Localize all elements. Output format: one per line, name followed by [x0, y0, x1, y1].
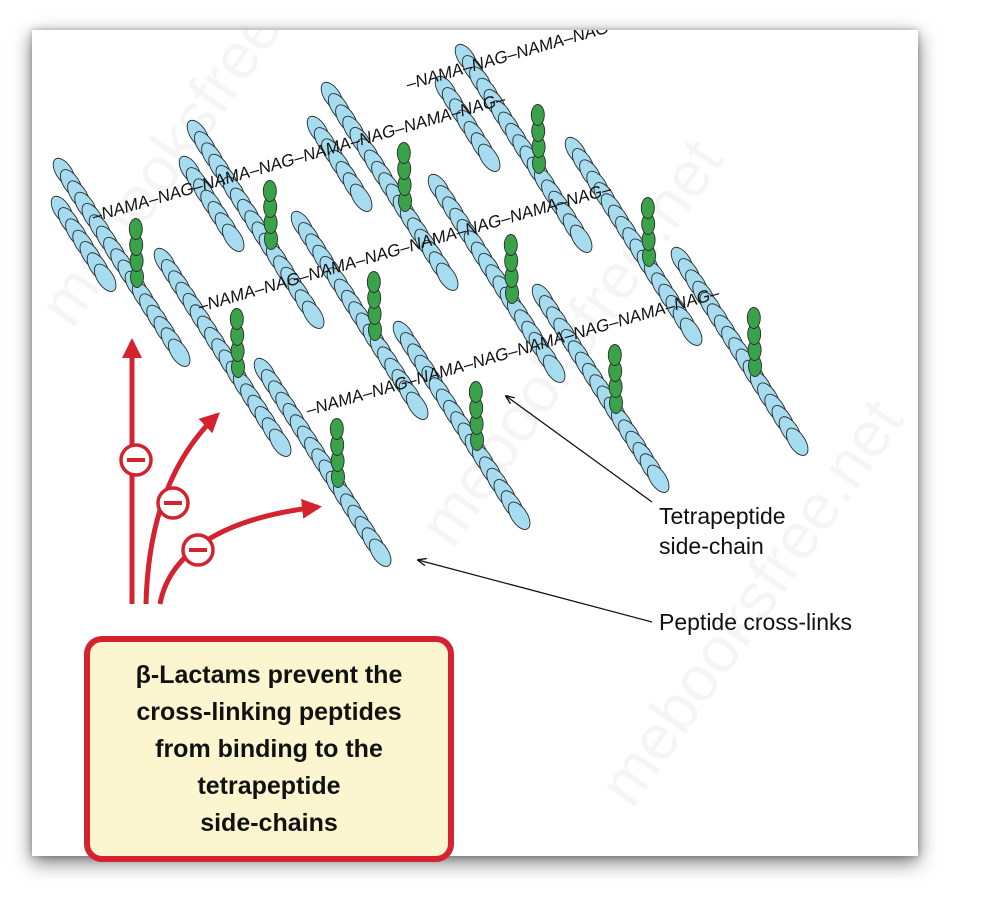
tetrapeptide-bead	[746, 307, 761, 329]
peptide-bead	[93, 263, 117, 292]
peptide-bead	[435, 262, 459, 291]
peptide-bead	[569, 224, 593, 253]
inhibition-symbol	[181, 533, 215, 567]
info-box-text: β-Lactams prevent the cross-linking pept…	[135, 660, 403, 837]
tetrapeptide-bead	[503, 234, 518, 256]
tetrapeptide-callout-line: side-chain	[659, 533, 764, 559]
inhibition-symbols	[119, 443, 215, 567]
figure-card: mebooksfree.net mebooksfree.net mebooksf…	[32, 30, 918, 862]
tetrapeptide-bead	[530, 104, 545, 126]
peptide-bead	[542, 354, 566, 383]
tetrapeptide-callout: Tetrapeptide side-chain	[659, 503, 792, 559]
peptide-bead	[167, 338, 191, 367]
crosslink-pointer	[418, 560, 653, 623]
peptide-bead	[221, 223, 245, 252]
tetrapeptide-bead	[396, 142, 411, 164]
peptide-bead	[349, 183, 373, 212]
peptidoglycan-diagram: mebooksfree.net mebooksfree.net mebooksf…	[50, 30, 852, 635]
inhibition-arrows	[122, 338, 322, 605]
tetrapeptide-bead	[229, 308, 244, 330]
tetrapeptide-bead	[640, 197, 655, 219]
peptide-bead	[405, 391, 429, 420]
peptide-bead	[785, 427, 809, 456]
tetrapeptide-bead	[128, 218, 143, 240]
peptide-bead	[646, 464, 670, 493]
tetrapeptide-bead	[329, 418, 344, 440]
tetrapeptide-bead	[366, 271, 381, 293]
tetrapeptide-callout-line: Tetrapeptide	[659, 503, 786, 529]
peptide-bead	[301, 300, 325, 329]
peptide-cross-link-layer	[50, 43, 809, 567]
callout-pointers	[418, 396, 653, 623]
peptide-bead	[477, 143, 501, 172]
tetrapeptide-bead	[607, 344, 622, 366]
inhibition-symbol	[156, 486, 190, 520]
glycan-chain-label: –NAMA–NAG–NAMA–NAG–NAMA–NAG–NAMA–NAG–	[403, 30, 822, 94]
tetrapeptide-pointer	[506, 396, 653, 503]
crosslinks-callout: Peptide cross-links	[659, 609, 852, 635]
peptide-bead	[507, 501, 531, 530]
peptide-bead	[368, 538, 392, 567]
peptide-bead	[679, 317, 703, 346]
tetrapeptide-layer	[128, 104, 762, 488]
inhibition-symbol	[119, 443, 153, 477]
beta-lactam-info-box: β-Lactams prevent the cross-linking pept…	[84, 636, 454, 862]
peptide-bead	[268, 428, 292, 457]
tetrapeptide-bead	[468, 381, 483, 403]
tetrapeptide-bead	[262, 180, 277, 202]
